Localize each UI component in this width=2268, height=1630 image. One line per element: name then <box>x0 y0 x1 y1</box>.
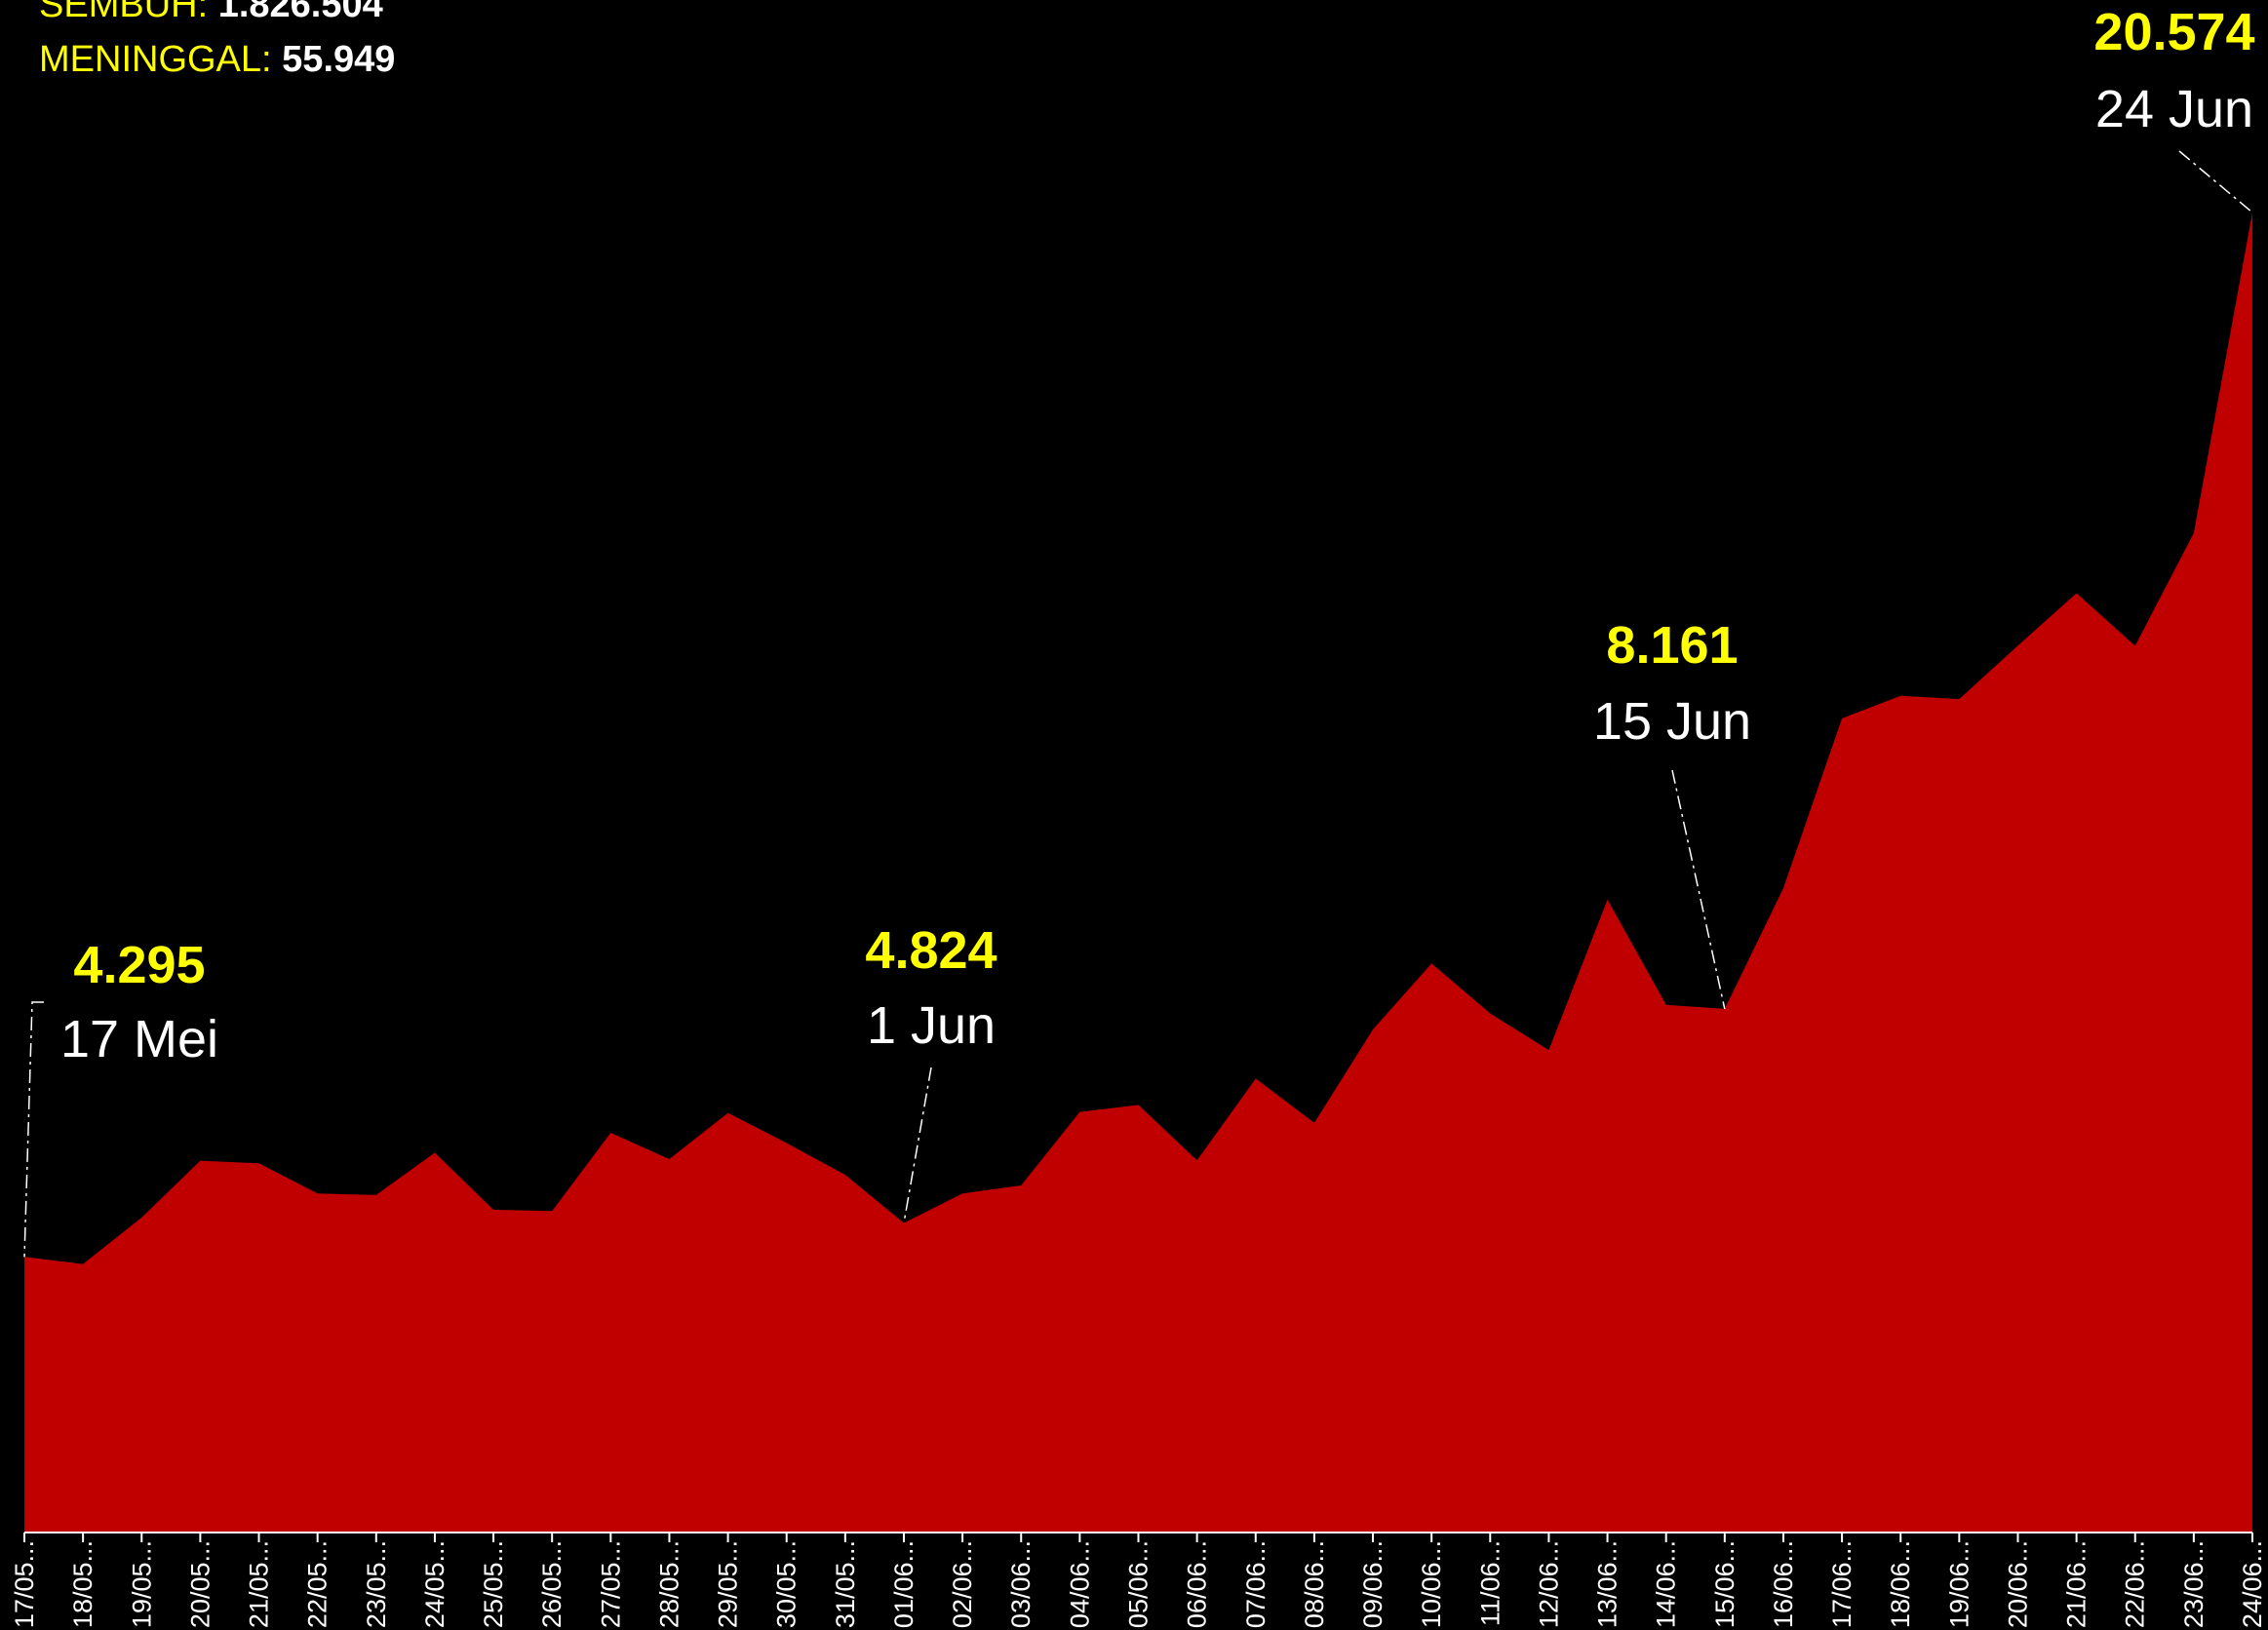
annotation-value: 4.824 <box>865 921 997 980</box>
x-tick-label: 30/05... <box>772 1540 802 1628</box>
x-tick-label: 26/05... <box>537 1540 567 1628</box>
x-tick-label: 19/05... <box>127 1540 156 1628</box>
x-axis: 17/05... 18/05... 19/05... 20/05... 21/05...… <box>10 1532 2267 1628</box>
x-tick-label: 20/05... <box>185 1540 215 1628</box>
x-tick-label: 23/05... <box>362 1540 391 1628</box>
x-tick-label: 29/05... <box>714 1540 743 1628</box>
x-tick-label: 16/06... <box>1769 1540 1798 1628</box>
x-tick-label: 22/06... <box>2121 1540 2150 1628</box>
annotation-leader-line <box>2178 150 2253 213</box>
x-tick-label: 23/06... <box>2179 1540 2209 1628</box>
x-tick-label: 28/05... <box>654 1540 684 1628</box>
x-tick-label: 27/05... <box>596 1540 625 1628</box>
x-tick-label: 10/06... <box>1417 1540 1446 1628</box>
summary-deaths: MENINGGAL: 55.949 <box>39 41 395 78</box>
annotation-date: 24 Jun <box>2095 80 2253 138</box>
annotation-leader-line <box>23 1001 44 1258</box>
x-tick-label: 18/05... <box>68 1540 98 1628</box>
x-tick-label: 24/05... <box>420 1540 450 1628</box>
x-tick-label: 18/06... <box>1886 1540 1915 1628</box>
x-tick-label: 14/06... <box>1652 1540 1681 1628</box>
annotation-date: 15 Jun <box>1593 692 1751 751</box>
x-tick-label: 31/05... <box>831 1540 860 1628</box>
x-tick-label: 09/06... <box>1358 1540 1388 1628</box>
x-tick-label: 22/05... <box>303 1540 332 1628</box>
annotation-value: 8.161 <box>1606 616 1738 675</box>
x-tick-label: 12/06... <box>1534 1540 1563 1628</box>
x-tick-label: 24/06... <box>2238 1540 2267 1628</box>
x-tick-label: 17/06... <box>1827 1540 1857 1628</box>
annotation-date: 17 Mei <box>60 1010 218 1068</box>
annotation-value: 20.574 <box>2093 3 2254 61</box>
x-tick-label: 20/06... <box>2004 1540 2033 1628</box>
deaths-value: 55.949 <box>282 39 396 80</box>
x-tick-label: 25/05... <box>479 1540 508 1628</box>
annotation-leader-line <box>1671 769 1726 1010</box>
x-tick-label: 15/06... <box>1710 1540 1740 1628</box>
x-tick-label: 11/06... <box>1475 1540 1505 1626</box>
x-tick-label: 02/06... <box>948 1540 977 1628</box>
x-tick-label: 01/06... <box>889 1540 919 1628</box>
annotation-leader-line <box>903 1067 932 1223</box>
x-tick-label: 21/05... <box>245 1540 274 1628</box>
x-tick-label: 19/06... <box>1944 1540 1974 1628</box>
recovered-value: 1.826.504 <box>217 0 383 25</box>
x-tick-label: 21/06... <box>2062 1540 2092 1628</box>
recovered-label: SEMBUH: <box>39 0 209 25</box>
summary-recovered: SEMBUH: 1.826.504 <box>39 0 383 23</box>
x-tick-label: 06/06... <box>1183 1540 1212 1628</box>
annotation-value: 4.295 <box>73 936 205 994</box>
annotations: 4.295 17 Mei 4.824 1 Jun 8.161 15 Jun 20.574 24… <box>23 3 2255 1258</box>
deaths-label: MENINGGAL: <box>39 39 272 80</box>
x-tick-label: 13/06... <box>1593 1540 1623 1628</box>
x-tick-label: 07/06... <box>1241 1540 1271 1628</box>
area-layer <box>24 213 2252 1533</box>
x-tick-label: 08/06... <box>1300 1540 1329 1628</box>
annotation-date: 1 Jun <box>867 996 996 1055</box>
x-tick-label: 17/05... <box>10 1540 39 1628</box>
x-tick-label: 04/06... <box>1065 1540 1094 1628</box>
x-tick-label: 05/06... <box>1124 1540 1154 1628</box>
series-area <box>24 213 2252 1533</box>
x-tick-label: 03/06... <box>1006 1540 1036 1628</box>
